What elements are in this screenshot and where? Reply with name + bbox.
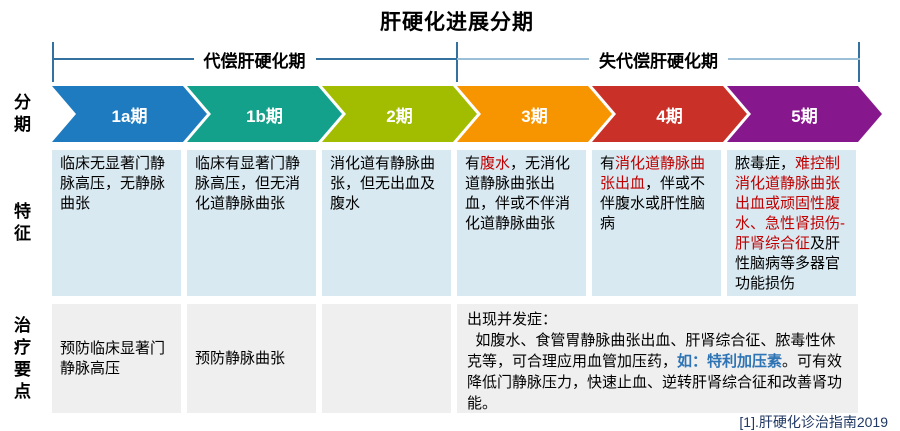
- stage-arrow-3: 3期: [457, 86, 612, 142]
- reference-footnote: [1].肝硬化诊治指南2019: [739, 414, 888, 430]
- treatment-text: 预防临床显著门静脉高压: [60, 339, 166, 377]
- stage-arrow-4: 4期: [592, 86, 747, 142]
- bracket-label-compensated: 代偿肝硬化期: [203, 51, 306, 71]
- treatment-cell-decompensated: 出现并发症： 如腹水、食管胃静脉曲张出血、肝肾综合征、脓毒性休克等，可合理应用血…: [457, 304, 858, 413]
- page-title: 肝硬化进展分期: [380, 11, 534, 34]
- row-label-feature: 特征: [14, 202, 31, 243]
- row-label-treatment: 治疗要点: [14, 315, 31, 401]
- bracket-tick-left: [52, 42, 54, 82]
- bracket-line: [315, 58, 457, 60]
- feature-cell-5: 脓毒症，难控制消化道静脉曲张出血或顽固性腹水、急性肾损伤-肝肾综合征及肝性脑病等…: [727, 150, 856, 296]
- feature-cell-2: 消化道有静脉曲张，但无出血及腹水: [322, 150, 451, 296]
- treatment-text: 预防静脉曲张: [195, 349, 286, 367]
- treatment-cell-1a: 预防临床显著门静脉高压: [52, 304, 181, 413]
- stage-arrow-1b: 1b期: [187, 86, 342, 142]
- stage-arrow-label: 5期: [791, 106, 818, 126]
- stage-arrow-5: 5期: [727, 86, 882, 142]
- treatment-cell-1b: 预防静脉曲张: [187, 304, 316, 413]
- bracket-decompensated: 失代偿肝硬化期: [457, 44, 860, 74]
- bracket-line: [52, 58, 194, 60]
- stage-arrow-label: 2期: [386, 106, 413, 126]
- feature-cell-1a: 临床无显著门静脉高压，无静脉曲张: [52, 150, 181, 296]
- feature-cell-4: 有消化道静脉曲张出血，伴或不伴腹水或肝性脑病: [592, 150, 721, 296]
- bracket-line: [728, 58, 860, 60]
- bracket-line: [457, 58, 589, 60]
- bracket-tick-middle: [456, 42, 458, 82]
- feature-cell-1b: 临床有显著门静脉高压，但无消化道静脉曲张: [187, 150, 316, 296]
- bracket-tick-right: [858, 42, 860, 82]
- stage-arrow-label: 4期: [656, 106, 683, 126]
- feature-cell-3: 有腹水，无消化道静脉曲张出血，伴或不伴消化道静脉曲张: [457, 150, 586, 296]
- stage-arrow-1a: 1a期: [52, 86, 207, 142]
- bracket-label-decompensated: 失代偿肝硬化期: [599, 51, 718, 71]
- stage-arrow-2: 2期: [322, 86, 477, 142]
- treatment-cell-2: [322, 304, 451, 413]
- row-label-stage: 分期: [14, 93, 31, 134]
- stage-arrow-label: 1b期: [246, 106, 283, 126]
- bracket-compensated: 代偿肝硬化期: [52, 44, 457, 74]
- stage-arrow-label: 1a期: [111, 106, 148, 126]
- stage-arrow-label: 3期: [521, 106, 548, 126]
